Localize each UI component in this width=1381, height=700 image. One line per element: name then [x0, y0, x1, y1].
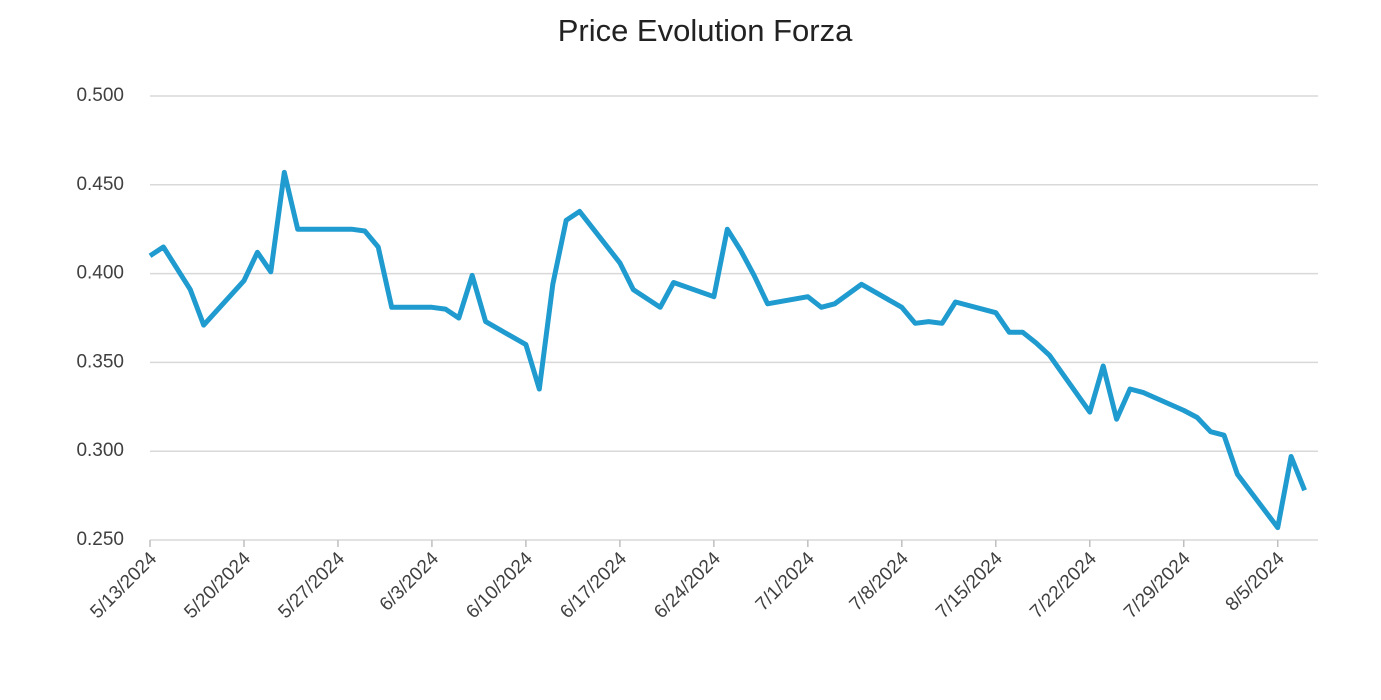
- x-tick-label: 7/8/2024: [846, 548, 913, 615]
- x-tick-label: 5/20/2024: [180, 548, 255, 623]
- x-tick-label: 8/5/2024: [1222, 548, 1289, 615]
- x-tick-label: 7/1/2024: [752, 548, 819, 615]
- y-tick-label: 0.500: [76, 85, 124, 106]
- chart-title: Price Evolution Forza: [558, 13, 853, 48]
- x-tick-label: 6/3/2024: [376, 548, 443, 615]
- y-tick-label: 0.350: [76, 351, 124, 372]
- x-tick-label: 6/24/2024: [650, 548, 725, 623]
- x-tick-label: 7/22/2024: [1026, 548, 1101, 623]
- x-tick-label: 6/17/2024: [556, 548, 631, 623]
- y-tick-label: 0.400: [76, 263, 124, 284]
- price-line: [148, 169, 1307, 531]
- x-tick-label: 6/10/2024: [462, 548, 537, 623]
- y-tick-label: 0.450: [76, 174, 124, 195]
- y-tick-label: 0.300: [76, 440, 124, 461]
- x-tick-label: 7/15/2024: [932, 548, 1007, 623]
- x-tick-label: 7/29/2024: [1120, 548, 1195, 623]
- x-tick-label: 5/27/2024: [274, 548, 349, 623]
- x-tick-label: 5/13/2024: [86, 548, 161, 623]
- y-tick-label: 0.250: [76, 529, 124, 550]
